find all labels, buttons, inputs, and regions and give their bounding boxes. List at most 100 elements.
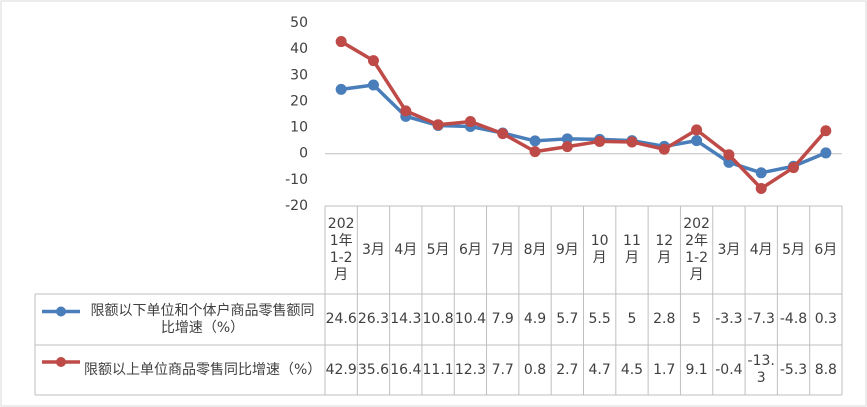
series-marker [497,128,509,140]
table-value: 9.1 [685,361,708,378]
x-category-label-box: 3月 [362,241,385,258]
y-tick-label: 30 [290,67,308,83]
table-value: 4.5 [620,361,644,378]
table-value-box: 42.9 [326,362,357,378]
table-value: 4.7 [588,361,611,378]
table-value-box: -5.3 [779,361,808,378]
series-marker [626,136,638,148]
table-value: 0.3 [814,311,837,327]
table-value: -0.4 [715,361,743,378]
series-marker [788,162,800,174]
legend-marker [56,306,66,317]
series-marker [335,36,347,48]
table-value-box: 24.6 [325,311,357,327]
table-value-box: 14.3 [390,311,422,327]
table-value: -4.8 [779,311,808,327]
series-marker [561,141,573,153]
table-value-box: 4.5 [620,361,644,378]
x-category-label: 10月 [590,233,609,266]
table-value: 5.7 [556,311,579,327]
table-value: 26.3 [357,311,390,327]
legend-marker [56,357,66,367]
series-marker [658,143,670,155]
series-marker [432,119,444,131]
y-tick-label: 40 [290,41,308,57]
x-category-label: 4月 [394,241,418,258]
series-marker [367,55,379,67]
table-value-box: -0.4 [715,361,743,378]
table-value-box: 5 [627,311,637,327]
x-category-label: 12月 [655,233,674,266]
table-value: -5.3 [779,361,808,378]
series-line [340,40,828,191]
table-value: 10.8 [422,311,454,327]
table-value: 5 [627,311,637,327]
table-value-box: 2.8 [653,311,676,327]
x-category-label: 3月 [362,241,385,258]
x-category-label-box: 2022年1-2月 [683,216,710,283]
table-value: 35.6 [357,361,390,378]
x-category-label-box: 6月 [459,242,482,258]
table-value-box: 5.7 [556,311,579,327]
table-value-box: 4.7 [588,361,611,378]
series-line [340,83,827,175]
table-value: 7.7 [491,361,514,378]
x-category-label-box: 9月 [556,242,579,258]
table-value-box: -7.3 [748,311,775,327]
x-category-label-box: 8月 [523,241,547,258]
table-value: 10.4 [454,311,486,327]
table-value-box: 2.7 [556,362,578,378]
x-category-label-box: 5月 [426,241,450,258]
table-value: 12.3 [454,361,486,378]
table-value: 4.9 [523,311,547,327]
table-value-box: 4.9 [523,311,547,327]
y-tick-label: 10 [290,120,308,136]
x-category-label: 8月 [523,241,547,258]
y-tick-label: 20 [290,93,308,109]
table-value: 11.1 [422,361,454,378]
table-value-box: 8.8 [815,362,837,378]
x-category-label-box: 10月 [590,233,609,266]
table-value-box: 0.8 [524,362,546,378]
table-value: 5 [692,311,702,327]
table-value-box: 5.5 [589,311,611,327]
table-value-box: 9.1 [685,361,708,378]
table-value-box: -13.3 [748,353,775,386]
legend-label: 限额以下单位和个体户商品零售额同比增速（%） [90,302,315,336]
x-category-label-box: 7月 [491,241,515,258]
x-category-label: 7月 [491,241,515,258]
table-value-box: 11.1 [422,361,454,378]
series-marker [335,83,347,95]
table-value-box: 16.4 [390,361,422,378]
y-tick-label: 0 [299,146,308,162]
table-value-box: 26.3 [357,311,390,327]
legend-label: 限额以上单位商品零售同比增速（%） [84,361,321,378]
table-value-box: 0.3 [814,311,837,327]
table-value: 16.4 [390,361,422,378]
x-category-label: 2022年1-2月 [683,216,710,283]
x-category-label: 5月 [426,241,450,258]
x-category-label: 2021年1-2月 [327,216,355,283]
series-marker [594,135,606,147]
table-value-box: 10.4 [454,311,486,327]
table-value: 2.8 [653,311,676,327]
x-category-label: 6月 [814,241,838,258]
table-value: 14.3 [390,311,422,327]
x-category-label-box: 11月 [623,233,641,266]
table-value: 24.6 [325,311,357,327]
legend-label-box: 限额以下单位和个体户商品零售额同比增速（%） [90,302,315,336]
series-marker [367,79,379,91]
y-tick-label: -10 [285,172,308,188]
table-value: 1.7 [653,361,676,378]
y-tick-label: 50 [290,15,308,31]
table-value-box: 12.3 [454,361,486,378]
series-marker [820,125,832,137]
x-category-label-box: 3月 [717,242,740,258]
table-value: -3.3 [715,311,743,327]
table-value-box: -4.8 [779,311,808,327]
table-value-box: 1.7 [653,361,676,378]
x-category-label-box: 6月 [814,241,838,258]
y-tick-label: -20 [285,198,308,214]
series-marker [723,149,735,161]
